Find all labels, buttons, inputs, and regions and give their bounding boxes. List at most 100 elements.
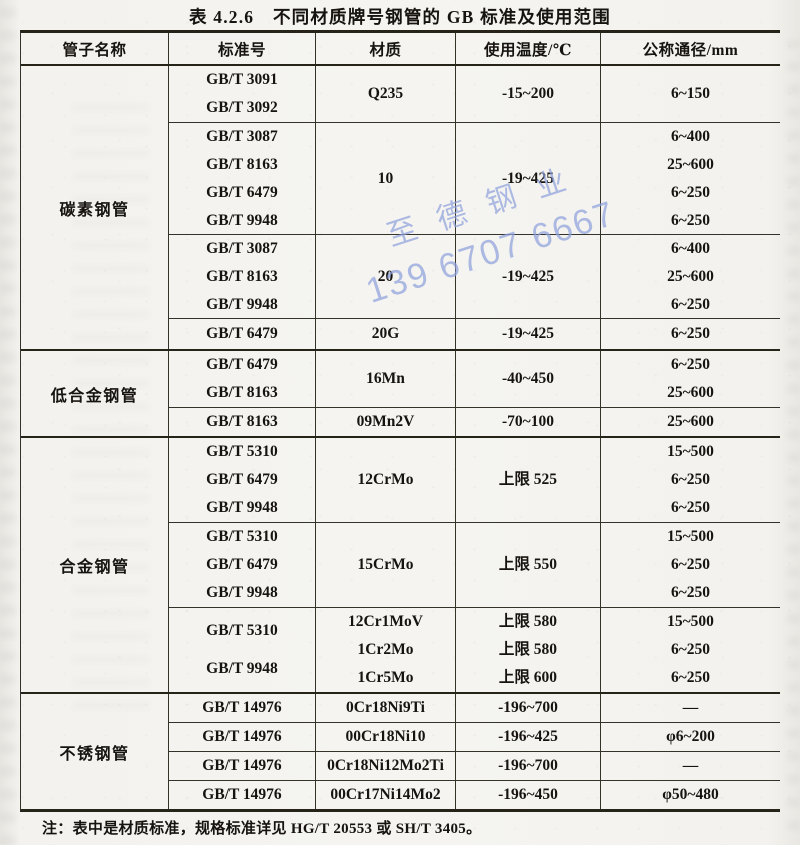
standard-value: GB/T 9948 [206, 659, 278, 677]
standards-cell: GB/T 5310 GB/T 9948 [169, 608, 316, 692]
table-row: GB/T 14976 0Cr18Ni12Mo2Ti -196~700 — [169, 751, 780, 780]
diameter-value: 15~500 [667, 528, 714, 545]
standard-value: GB/T 14976 [202, 757, 282, 774]
table-row: GB/T 5310 GB/T 6479 GB/T 9948 12CrMo 上限 525 1… [169, 438, 780, 522]
temperature-value: -70~100 [502, 413, 554, 430]
section-rows: GB/T 5310 GB/T 6479 GB/T 9948 12CrMo 上限 525 1… [169, 438, 780, 692]
standard-value: GB/T 6479 [206, 184, 278, 201]
standards-cell: GB/T 3091 GB/T 3092 [169, 66, 316, 122]
diameter-value: 6~400 [670, 240, 711, 257]
materials-cell: 15CrMo [316, 523, 456, 607]
temps-cell: -19~425 [456, 123, 601, 234]
standard-value: GB/T 3092 [206, 99, 278, 116]
standard-value: GB/T 6479 [206, 471, 278, 488]
header-temperature: 使用温度/℃ [456, 33, 601, 64]
diameter-value: 6~250 [670, 669, 711, 686]
standard-value: GB/T 6479 [206, 325, 278, 342]
section-3: 不锈钢管 GB/T 14976 0Cr18Ni9Ti -196~700— GB/T 14… [21, 692, 780, 809]
standard-value: GB/T 8163 [206, 156, 278, 173]
temperature-value: -196~700 [498, 699, 558, 716]
table-row: GB/T 3091 GB/T 3092 Q235 -15~200 6~150 [169, 66, 780, 122]
temps-cell: -15~200 [456, 66, 601, 122]
diameters-cell: 6~250 [601, 319, 780, 349]
material-value: 10 [377, 169, 394, 187]
temperature-value: -15~200 [502, 85, 554, 102]
diameter-value: 6~250 [670, 184, 711, 201]
temps-cell: -196~700 [456, 752, 601, 780]
material-value: 15CrMo [357, 556, 414, 573]
footnote: 注：表中是材质标准，规格标准详见 HG/T 20553 或 SH/T 3405。 [42, 821, 482, 837]
materials-cell: 20G [316, 319, 456, 349]
temperature-value: -19~425 [502, 267, 554, 285]
diameters-cell: 15~500 6~250 6~250 [601, 608, 780, 692]
diameter-value: 25~600 [667, 268, 714, 285]
standard-value: GB/T 3087 [206, 128, 278, 145]
header-nominal-diameter: 公称通径/mm [642, 41, 739, 59]
material-value: 20G [371, 325, 400, 342]
material-value: 0Cr18Ni12Mo2Ti [327, 757, 444, 774]
scan-smudge-right [787, 40, 800, 830]
diameter-value: — [682, 757, 699, 774]
table-body: 碳素钢管 GB/T 3091 GB/T 3092 Q235 -15~200 6~150 GB… [21, 66, 780, 809]
diameters-cell: — [601, 752, 780, 780]
standards-cell: GB/T 14976 [169, 723, 316, 751]
temps-cell: -40~450 [456, 351, 601, 407]
section-rows: GB/T 14976 0Cr18Ni9Ti -196~700 — GB/T 14976 0… [169, 694, 780, 809]
diameters-cell: 6~400 25~600 6~250 6~250 [601, 123, 780, 234]
diameter-value: 6~250 [670, 296, 711, 313]
standard-value: GB/T 3091 [206, 71, 278, 88]
section-0: 碳素钢管 GB/T 3091 GB/T 3092 Q235 -15~200 6~150 GB… [21, 66, 780, 349]
temperature-value: -196~700 [498, 757, 558, 774]
standard-value: GB/T 6479 [206, 356, 278, 373]
material-value: 20 [377, 267, 394, 285]
standard-value: GB/T 9948 [206, 212, 278, 229]
temperature-value: -19~425 [502, 325, 554, 342]
standard-value: GB/T 5310 [206, 443, 278, 460]
standard-value: GB/T 8163 [206, 268, 278, 285]
table-row: GB/T 5310 GB/T 6479 GB/T 9948 15CrMo 上限 550 1… [169, 522, 780, 607]
material-value: 0Cr18Ni9Ti [346, 699, 425, 716]
scan-smudge-left [0, 0, 16, 845]
diameter-value: 6~250 [670, 584, 711, 601]
temperature-value: -196~425 [498, 728, 558, 745]
diameter-value: 15~500 [667, 443, 714, 460]
materials-cell: 0Cr18Ni9Ti [316, 694, 456, 722]
diameter-value: 6~250 [670, 556, 711, 573]
diameters-cell: 15~500 6~250 6~250 [601, 438, 780, 522]
pipe-category-cell: 不锈钢管 [21, 694, 169, 809]
diameter-value: 6~250 [670, 356, 711, 373]
temperature-value: 上限 550 [498, 556, 558, 573]
diameters-cell: — [601, 694, 780, 722]
header-material: 材质 [316, 33, 456, 64]
pipe-category-cell: 碳素钢管 [21, 66, 169, 349]
temperature-value: 上限 580 [498, 613, 558, 630]
diameter-value: φ6~200 [666, 728, 715, 745]
standard-value: GB/T 5310 [206, 622, 278, 640]
diameters-cell: 25~600 [601, 408, 780, 436]
temps-cell: -70~100 [456, 408, 601, 436]
table-row: GB/T 6479 GB/T 8163 16Mn -40~450 6~250 25~600 [169, 351, 780, 407]
pipe-category-cell: 合金钢管 [21, 438, 169, 692]
standards-cell: GB/T 5310 GB/T 6479 GB/T 9948 [169, 438, 316, 522]
standards-cell: GB/T 14976 [169, 781, 316, 809]
standards-cell: GB/T 8163 [169, 408, 316, 436]
material-value: 00Cr18Ni10 [345, 728, 426, 745]
diameters-cell: 15~500 6~250 6~250 [601, 523, 780, 607]
material-value: 1Cr5Mo [357, 669, 414, 686]
temps-cell: -196~450 [456, 781, 601, 809]
table-row: GB/T 5310 GB/T 9948 12Cr1MoV 1Cr2Mo 1Cr5Mo 上限… [169, 607, 780, 692]
standard-value: GB/T 14976 [202, 728, 282, 745]
materials-cell: 09Mn2V [316, 408, 456, 436]
table-row: GB/T 14976 0Cr18Ni9Ti -196~700 — [169, 694, 780, 722]
materials-cell: 0Cr18Ni12Mo2Ti [316, 752, 456, 780]
materials-cell: 20 [316, 235, 456, 318]
standard-value: GB/T 3087 [206, 240, 278, 257]
diameter-value: 25~600 [667, 384, 714, 401]
materials-cell: 12CrMo [316, 438, 456, 522]
materials-cell: 12Cr1MoV 1Cr2Mo 1Cr5Mo [316, 608, 456, 692]
materials-cell: 00Cr17Ni14Mo2 [316, 781, 456, 809]
temperature-value: -40~450 [502, 370, 554, 387]
material-value: 12Cr1MoV [348, 613, 423, 630]
materials-cell: Q235 [316, 66, 456, 122]
standards-cell: GB/T 6479 GB/T 8163 [169, 351, 316, 407]
